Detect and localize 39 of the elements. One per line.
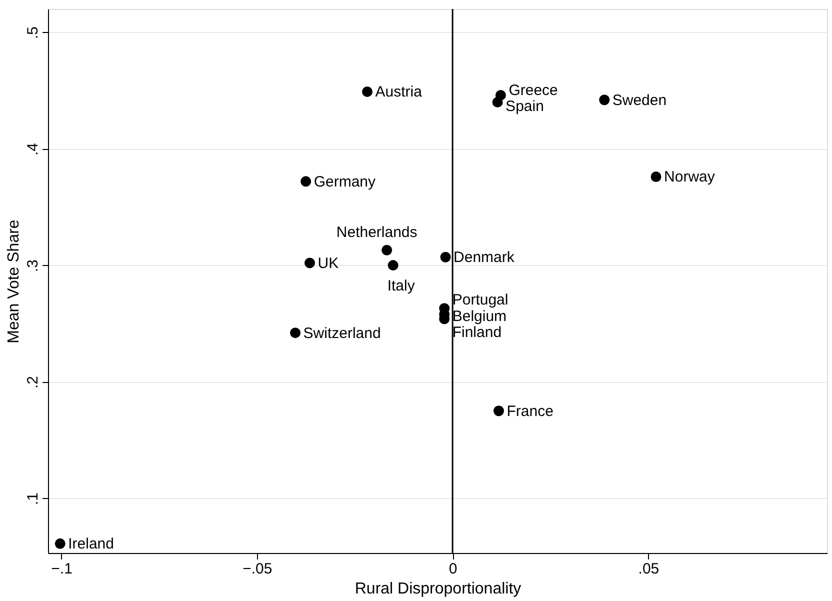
point bbox=[493, 406, 504, 416]
point bbox=[382, 244, 392, 256]
point bbox=[492, 96, 503, 108]
data-label: Greece bbox=[508, 82, 558, 100]
point bbox=[599, 94, 610, 106]
point bbox=[290, 328, 301, 338]
x-tick-label: −.1 bbox=[51, 560, 72, 578]
x-axis-title: Rural Disproportionality bbox=[354, 580, 522, 598]
data-label: Portugal bbox=[452, 291, 508, 308]
y-tick-label: .2 bbox=[24, 376, 42, 389]
data-label: France bbox=[506, 402, 554, 420]
y-tick-label: .4 bbox=[24, 143, 42, 156]
x-tick-label: 0 bbox=[448, 560, 458, 578]
data-label: Denmark bbox=[454, 249, 515, 266]
y-tick-label: .1 bbox=[24, 492, 42, 506]
y-tick-label: .5 bbox=[24, 26, 42, 40]
point bbox=[304, 258, 315, 268]
y-tick-label: .3 bbox=[24, 260, 42, 272]
data-label: Spain bbox=[506, 98, 544, 116]
x-tick-label: .05 bbox=[638, 560, 660, 578]
data-label: Finland bbox=[452, 324, 502, 341]
x-tick-label: −.05 bbox=[242, 560, 272, 578]
data-label: Netherlands bbox=[336, 224, 418, 242]
data-label: UK bbox=[318, 254, 339, 272]
point bbox=[650, 172, 662, 182]
point bbox=[440, 252, 451, 262]
point bbox=[388, 260, 398, 271]
data-label: Ireland bbox=[68, 536, 114, 553]
point bbox=[362, 86, 373, 97]
data-label: Switzerland bbox=[303, 324, 381, 342]
point bbox=[300, 176, 312, 187]
y-axis-title: Mean Vote Share bbox=[6, 220, 22, 344]
data-label: Belgium bbox=[452, 308, 507, 326]
data-label: Italy bbox=[387, 277, 416, 294]
data-label: Germany bbox=[314, 173, 376, 190]
data-label: Sweden bbox=[612, 92, 667, 109]
data-label: Norway bbox=[664, 168, 716, 186]
data-label: Austria bbox=[375, 84, 423, 101]
point bbox=[54, 538, 66, 549]
